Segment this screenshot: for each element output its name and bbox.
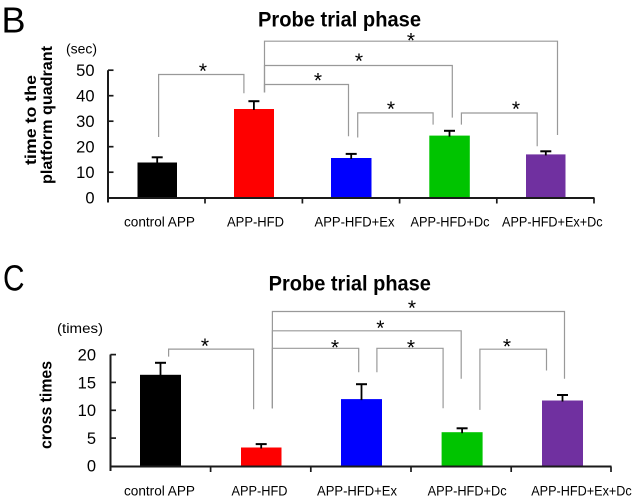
svg-text:APP-HFD: APP-HFD <box>227 215 284 230</box>
svg-text:10: 10 <box>76 164 94 182</box>
svg-text:Probe trial phase: Probe trial phase <box>269 272 431 296</box>
svg-text:control APP: control APP <box>124 215 195 230</box>
svg-text:5: 5 <box>87 430 96 448</box>
svg-text:15: 15 <box>78 374 96 392</box>
svg-text:B: B <box>2 0 26 41</box>
svg-text:*: * <box>387 98 395 121</box>
svg-text:platform quadrant: platform quadrant <box>39 46 56 184</box>
svg-text:APP-HFD+Ex+Dc: APP-HFD+Ex+Dc <box>531 484 632 499</box>
svg-text:50: 50 <box>76 62 94 80</box>
svg-text:APP-HFD+Dc: APP-HFD+Dc <box>428 484 507 499</box>
svg-text:(times): (times) <box>57 321 103 336</box>
svg-text:cross times: cross times <box>38 361 56 449</box>
svg-text:20: 20 <box>76 139 94 157</box>
svg-text:C: C <box>3 258 25 299</box>
svg-text:APP-HFD+Ex+Dc: APP-HFD+Ex+Dc <box>502 215 603 230</box>
svg-text:30: 30 <box>76 113 94 131</box>
svg-text:40: 40 <box>76 88 94 106</box>
svg-text:*: * <box>314 70 322 93</box>
svg-text:*: * <box>512 98 520 121</box>
svg-text:*: * <box>503 336 511 359</box>
svg-text:*: * <box>407 30 415 53</box>
svg-text:*: * <box>201 335 209 358</box>
svg-text:time to the: time to the <box>23 75 40 165</box>
svg-text:*: * <box>376 317 384 340</box>
svg-text:APP-HFD: APP-HFD <box>232 484 288 499</box>
svg-text:*: * <box>199 60 207 83</box>
svg-text:control APP: control APP <box>124 484 195 499</box>
svg-text:Probe trial phase: Probe trial phase <box>258 7 421 31</box>
svg-text:20: 20 <box>78 347 96 365</box>
svg-text:(sec): (sec) <box>66 42 97 57</box>
svg-text:APP-HFD+Dc: APP-HFD+Dc <box>411 215 490 230</box>
svg-text:APP-HFD+Ex: APP-HFD+Ex <box>315 215 395 230</box>
svg-text:10: 10 <box>78 402 96 420</box>
svg-text:*: * <box>407 337 415 360</box>
svg-text:*: * <box>408 297 416 320</box>
svg-text:0: 0 <box>87 457 96 475</box>
svg-text:0: 0 <box>85 189 94 207</box>
svg-text:*: * <box>355 50 363 73</box>
svg-text:APP-HFD+Ex: APP-HFD+Ex <box>317 484 397 499</box>
svg-text:*: * <box>331 337 339 360</box>
